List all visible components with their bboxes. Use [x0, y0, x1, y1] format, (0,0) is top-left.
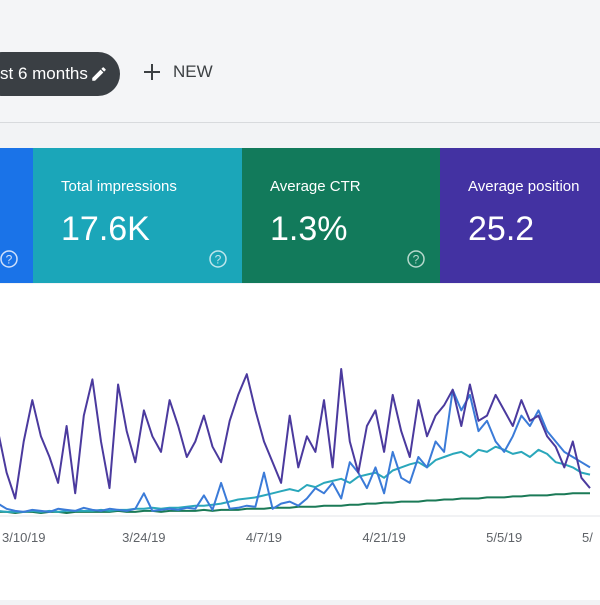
series-line [0, 388, 591, 513]
card-value: 25.2 [468, 210, 535, 248]
new-button[interactable]: NEW [143, 62, 213, 82]
toolbar: st 6 months NEW [0, 0, 600, 123]
date-filter-chip[interactable]: st 6 months [0, 52, 120, 96]
svg-text:?: ? [215, 253, 222, 267]
impressions-card[interactable]: Total impressions 17.6K ? [33, 148, 242, 283]
svg-text:?: ? [413, 253, 420, 267]
help-icon[interactable]: ? [208, 249, 228, 269]
card-title: Average CTR [270, 178, 361, 195]
edit-icon [92, 67, 106, 81]
x-tick-label: 3/10/19 [2, 530, 45, 545]
card-title: Total impressions [61, 178, 177, 195]
svg-text:?: ? [6, 253, 13, 267]
date-filter-label: st 6 months [0, 64, 88, 83]
new-button-label: NEW [173, 62, 213, 81]
x-tick-label: 5/5/19 [486, 530, 522, 545]
series-line [0, 445, 591, 513]
chart-panel: 3/10/19 3/24/19 4/7/19 4/21/19 5/5/19 5/ [0, 284, 600, 600]
ctr-card[interactable]: Average CTR 1.3% ? [242, 148, 440, 283]
x-tick-label: 5/ [582, 530, 593, 545]
series-line [0, 368, 591, 500]
plus-icon [144, 64, 160, 80]
x-tick-label: 3/24/19 [122, 530, 165, 545]
card-value: 17.6K [61, 210, 150, 248]
clicks-card[interactable]: ? [0, 148, 33, 283]
series-line [0, 492, 590, 514]
metric-cards: ? Total impressions 17.6K ? Average CTR … [0, 148, 600, 283]
position-card[interactable]: Average position 25.2 [440, 148, 600, 283]
help-icon[interactable]: ? [0, 249, 19, 269]
x-tick-label: 4/7/19 [246, 530, 282, 545]
help-icon[interactable]: ? [406, 249, 426, 269]
card-title: Average position [468, 178, 580, 195]
x-tick-label: 4/21/19 [362, 530, 405, 545]
chart: 3/10/19 3/24/19 4/7/19 4/21/19 5/5/19 5/ [0, 368, 600, 545]
card-value: 1.3% [270, 210, 348, 248]
